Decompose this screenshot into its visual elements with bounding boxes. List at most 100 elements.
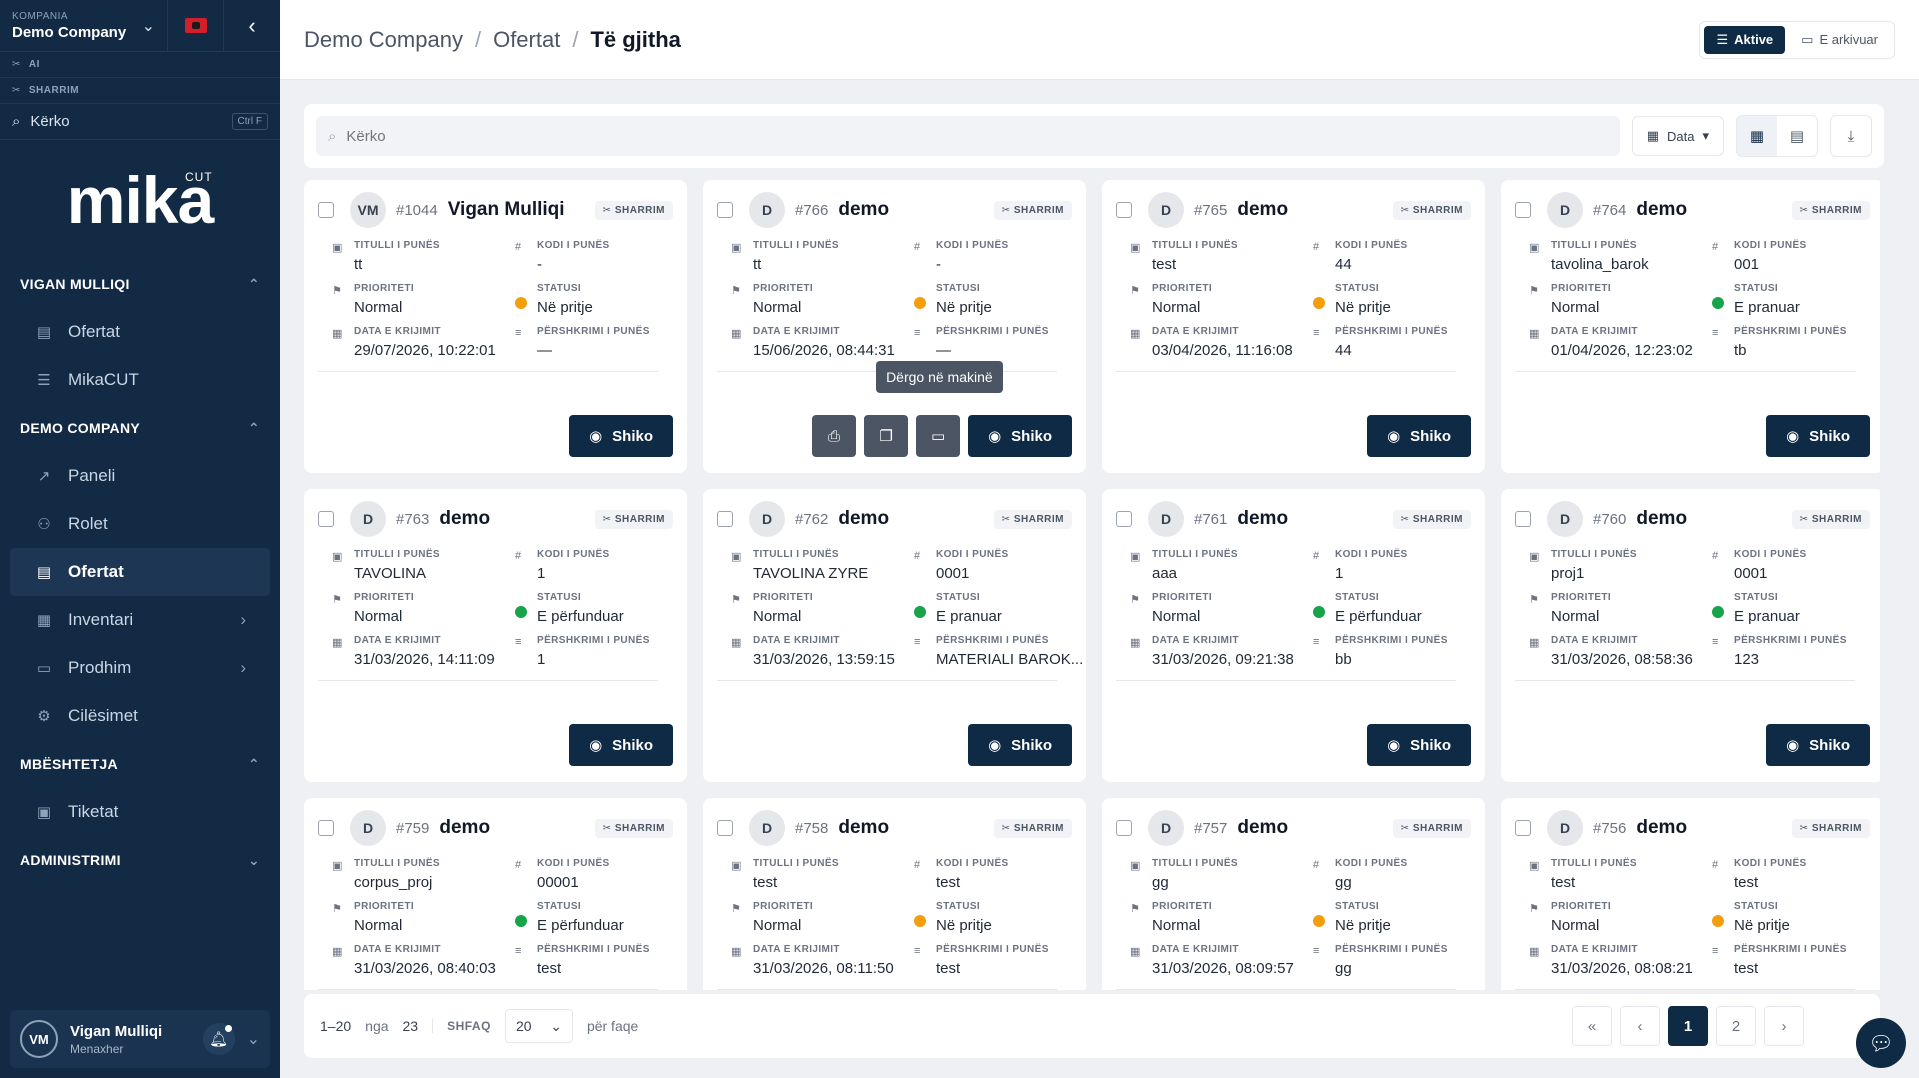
- calendar-icon: ▦: [332, 328, 343, 340]
- select-checkbox[interactable]: [318, 511, 334, 527]
- chat-button[interactable]: 💬︎: [1856, 1018, 1906, 1068]
- user-profile[interactable]: VM Vigan Mulliqi Menaxher 🔔︎ ⌄: [10, 1010, 270, 1068]
- date-sort-button[interactable]: ▦ Data ▾: [1631, 116, 1724, 156]
- field-priority: ⚑ PRIORITETI Normal: [1130, 283, 1313, 316]
- search-input[interactable]: [346, 127, 1608, 145]
- status-badge: Në pritje: [936, 917, 992, 934]
- field-label: DATA E KRIJIMIT: [753, 944, 840, 955]
- calendar-icon: ▦: [332, 637, 343, 649]
- sidebar-item-ofertat[interactable]: ▤ Ofertat: [10, 548, 270, 596]
- warehouse-icon: ▦: [36, 612, 52, 629]
- status-dot: [1712, 297, 1724, 309]
- field-label: TITULLI I PUNËS: [1551, 858, 1637, 869]
- select-checkbox[interactable]: [717, 511, 733, 527]
- section-vigan-mulliqi[interactable]: VIGAN MULLIQI ⌃: [0, 260, 280, 308]
- language-flag-button[interactable]: [168, 0, 224, 51]
- field-description: ≡ PËRSHKRIMI I PUNËS gg: [1313, 944, 1456, 977]
- scissors-icon: ✂: [602, 204, 612, 216]
- card-actions: ◉ Shiko: [569, 724, 673, 766]
- ai-label: AI: [28, 59, 40, 70]
- section-administrimi[interactable]: ADMINISTRIMI ⌄: [0, 836, 280, 884]
- select-checkbox[interactable]: [1116, 820, 1132, 836]
- next-page-button[interactable]: ›: [1764, 1006, 1804, 1046]
- table-view-button[interactable]: ▤: [1777, 116, 1817, 156]
- status-badge: Në pritje: [1335, 917, 1391, 934]
- breadcrumb-ofertat[interactable]: Ofertat: [493, 26, 561, 52]
- field-title: ▣ TITULLI I PUNËS tt: [731, 240, 914, 273]
- scissors-icon: ✂: [1799, 822, 1809, 834]
- field-label: PËRSHKRIMI I PUNËS: [537, 944, 650, 955]
- ai-link[interactable]: ✂ AI: [0, 52, 280, 78]
- scissors-icon: ✂: [1400, 204, 1410, 216]
- sidebar-item-paneli[interactable]: ↗ Paneli: [10, 452, 270, 500]
- sidebar-item-inventari[interactable]: ▦ Inventari ›: [10, 596, 270, 644]
- select-checkbox[interactable]: [717, 202, 733, 218]
- field-code: # KODI I PUNËS 001: [1712, 240, 1855, 273]
- field-date: ▦ DATA E KRIJIMIT 01/04/2026, 12:23:02: [1529, 326, 1712, 359]
- sidebar-item-ofertat-user[interactable]: ▤ Ofertat: [10, 308, 270, 356]
- select-checkbox[interactable]: [318, 202, 334, 218]
- card-fields: ▣ TITULLI I PUNËS gg # KODI I PUNËS gg ⚑ PRIO…: [1116, 858, 1456, 990]
- notifications-button[interactable]: 🔔︎: [202, 1023, 235, 1055]
- section-demo-company[interactable]: DEMO COMPANY ⌃: [0, 404, 280, 452]
- view-button[interactable]: ◉ Shiko: [1766, 415, 1870, 457]
- view-button[interactable]: ◉ Shiko: [968, 724, 1072, 766]
- select-checkbox[interactable]: [1515, 202, 1531, 218]
- sidebar-item-label: Paneli: [68, 466, 116, 485]
- select-checkbox[interactable]: [1515, 511, 1531, 527]
- field-priority: ⚑ PRIORITETI Normal: [1529, 592, 1712, 625]
- chevron-down-icon[interactable]: ⌄: [246, 1031, 260, 1048]
- offer-id: #757: [1194, 819, 1228, 837]
- select-checkbox[interactable]: [717, 820, 733, 836]
- hash-icon: #: [515, 241, 522, 253]
- field-value: gg: [1335, 960, 1352, 977]
- select-checkbox[interactable]: [1116, 202, 1132, 218]
- section-mbeshtetja[interactable]: MBËSHTETJA ⌃: [0, 740, 280, 788]
- grid-view-button[interactable]: ▦: [1737, 116, 1777, 156]
- card-actions: ◉ Shiko: [1367, 724, 1471, 766]
- collapse-sidebar-button[interactable]: ‹: [224, 0, 280, 51]
- sidebar-item-rolet[interactable]: ⚇ Rolet: [10, 500, 270, 548]
- field-value: Normal: [1152, 299, 1201, 316]
- field-label: STATUSI: [537, 592, 582, 603]
- archive-button[interactable]: ▭: [916, 415, 961, 457]
- sidebar-item-prodhim[interactable]: ▭ Prodhim ›: [10, 644, 270, 692]
- active-button[interactable]: ☰ Aktive: [1704, 25, 1786, 54]
- field-value: Normal: [1551, 608, 1600, 625]
- view-button[interactable]: ◉ Shiko: [569, 415, 673, 457]
- field-title: ▣ TITULLI I PUNËS TAVOLINA: [332, 549, 515, 582]
- field-code: # KODI I PUNËS 0001: [914, 549, 1083, 582]
- view-button[interactable]: ◉ Shiko: [569, 724, 673, 766]
- field-description: ≡ PËRSHKRIMI I PUNËS 44: [1313, 326, 1456, 359]
- select-checkbox[interactable]: [1515, 820, 1531, 836]
- archived-button[interactable]: ▭ E arkivuar: [1789, 26, 1890, 54]
- page-1-button[interactable]: 1: [1668, 1006, 1708, 1046]
- per-page-select[interactable]: 20 ⌄: [504, 1009, 573, 1043]
- view-button[interactable]: ◉ Shiko: [1766, 724, 1870, 766]
- page-2-button[interactable]: 2: [1716, 1006, 1756, 1046]
- sharrim-link[interactable]: ✂ SHARRIM: [0, 78, 280, 104]
- sidebar-item-mikacut[interactable]: ☰ MikaCUT: [10, 356, 270, 404]
- breadcrumb-company[interactable]: Demo Company: [304, 26, 463, 52]
- field-value: tavolina_barok: [1551, 256, 1649, 273]
- first-page-button[interactable]: «: [1572, 1006, 1612, 1046]
- view-button[interactable]: ◉ Shiko: [1367, 415, 1471, 457]
- view-button[interactable]: ◉ Shiko: [968, 415, 1072, 457]
- select-checkbox[interactable]: [318, 820, 334, 836]
- prev-page-button[interactable]: ‹: [1620, 1006, 1660, 1046]
- company-selector[interactable]: KOMPANIA Demo Company ⌄: [0, 0, 168, 51]
- sidebar-item-tiketat[interactable]: ▣ Tiketat: [10, 788, 270, 836]
- send-to-machine-button[interactable]: ⎙: [812, 415, 857, 457]
- field-code: # KODI I PUNËS test: [914, 858, 1057, 891]
- select-checkbox[interactable]: [1116, 511, 1132, 527]
- field-value: test: [753, 874, 778, 891]
- duplicate-button[interactable]: ❐: [864, 415, 909, 457]
- hash-icon: #: [1712, 550, 1719, 562]
- sidebar-search[interactable]: ⌕ Kërko Ctrl F: [0, 104, 280, 140]
- view-label: Shiko: [1410, 736, 1451, 754]
- briefcase-icon: ▣: [1529, 860, 1540, 872]
- view-button[interactable]: ◉ Shiko: [1367, 724, 1471, 766]
- field-title: ▣ TITULLI I PUNËS proj1: [1529, 549, 1712, 582]
- download-button[interactable]: ⤓: [1831, 116, 1871, 156]
- sidebar-item-cilesimet[interactable]: ⚙ Cilësimet: [10, 692, 270, 740]
